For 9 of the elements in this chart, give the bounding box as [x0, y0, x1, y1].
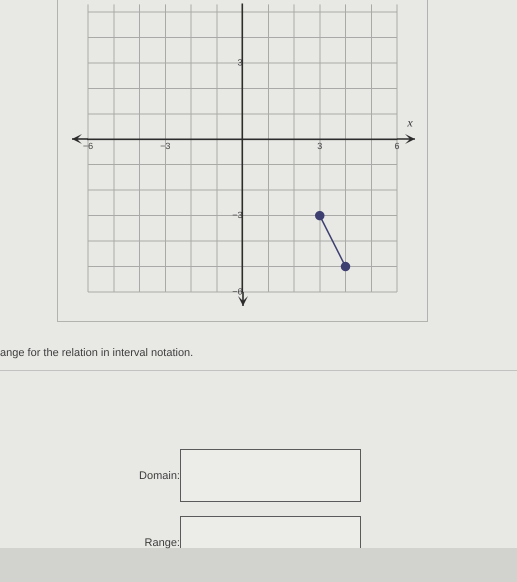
- x-tick-label: 3: [317, 141, 322, 152]
- y-tick-label: −6: [232, 286, 242, 296]
- x-tick-label: −6: [82, 141, 94, 152]
- text: Domain:: [139, 470, 180, 483]
- x-tick-label: 6: [394, 141, 400, 152]
- text: Range:: [144, 537, 180, 550]
- text: ange for the relation in interval notation.: [0, 347, 194, 360]
- x-axis-title: x: [406, 115, 414, 130]
- x-tick-label: −3: [160, 141, 170, 152]
